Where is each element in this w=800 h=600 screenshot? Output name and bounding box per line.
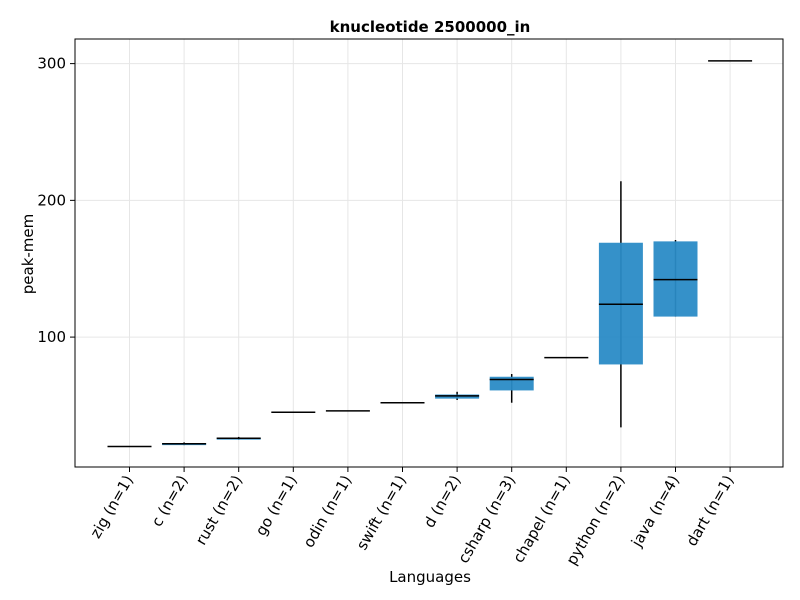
x-tick-label: csharp (n=3) — [454, 472, 519, 566]
x-tick-label: python (n=2) — [562, 472, 628, 568]
x-tick-label: chapel (n=1) — [509, 472, 574, 566]
x-tick-label: go (n=1) — [252, 472, 301, 539]
x-tick-label: zig (n=1) — [87, 472, 137, 541]
plot-area: 100 200 300 zig (n=1) c (n=2) rust (n=2) go (n… — [37, 38, 784, 568]
chart-title: knucleotide 2500000_in — [330, 18, 531, 36]
x-tick-label: odin (n=1) — [300, 472, 356, 551]
y-tick-label: 100 — [37, 328, 66, 346]
y-tick-label: 200 — [37, 191, 66, 209]
x-tick-label: rust (n=2) — [192, 472, 246, 548]
x-tick-label: java (n=4) — [627, 472, 683, 551]
plot-frame — [74, 38, 784, 468]
x-axis-title: Languages — [389, 568, 471, 586]
y-tick-label: 300 — [37, 55, 66, 73]
x-tick-label: dart (n=1) — [683, 472, 738, 549]
x-tick-label: d (n=2) — [420, 472, 464, 531]
y-axis-title: peak-mem — [19, 214, 37, 295]
x-tick-label: c (n=2) — [148, 472, 192, 530]
x-tick-label: swift (n=1) — [353, 472, 410, 553]
